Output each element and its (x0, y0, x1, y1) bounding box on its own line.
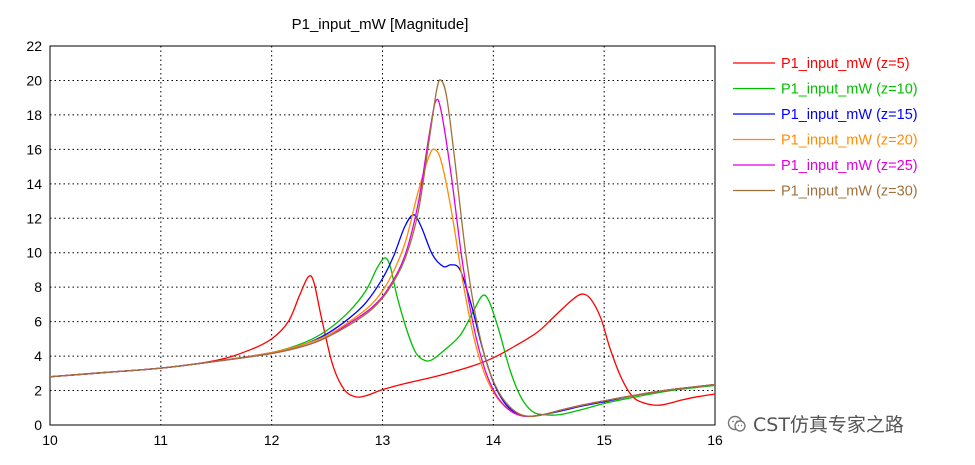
y-tick-label: 8 (34, 279, 42, 295)
legend-label: P1_input_mW (z=10) (781, 82, 918, 98)
x-tick-label: 14 (486, 432, 502, 448)
axis-ticks: 10 11 12 13 14 15 16 0 2 4 6 8 10 12 14 16 18 20 22 (26, 38, 723, 448)
wechat-icon (727, 415, 746, 432)
watermark: CST仿真专家之路 (727, 410, 904, 437)
x-tick-label: 15 (596, 432, 612, 448)
x-tick-label: 10 (42, 432, 58, 448)
legend-entry: P1_input_mW (z=5) (733, 56, 910, 72)
y-tick-label: 18 (26, 107, 42, 123)
y-tick-label: 20 (26, 72, 42, 88)
y-tick-label: 22 (26, 38, 42, 54)
y-tick-label: 4 (34, 348, 42, 364)
plot-area (49, 45, 716, 426)
legend: P1_input_mW (z=5) P1_input_mW (z=10) P1_in… (733, 56, 918, 200)
series-lines (49, 79, 716, 418)
grid (50, 46, 715, 425)
legend-entry: P1_input_mW (z=25) (733, 158, 918, 174)
y-tick-label: 0 (34, 417, 42, 433)
y-tick-label: 6 (34, 314, 42, 330)
legend-label: P1_input_mW (z=30) (781, 184, 918, 200)
x-tick-label: 13 (375, 432, 391, 448)
legend-label: P1_input_mW (z=5) (781, 56, 910, 72)
y-tick-label: 2 (34, 383, 42, 399)
x-tick-label: 16 (707, 432, 723, 448)
y-tick-label: 12 (26, 210, 42, 226)
legend-entry: P1_input_mW (z=10) (733, 82, 918, 98)
series-line-z6 (49, 79, 716, 418)
series-line-z2 (49, 257, 716, 416)
legend-label: P1_input_mW (z=25) (781, 158, 918, 174)
legend-label: P1_input_mW (z=20) (781, 133, 918, 149)
x-tick-label: 12 (264, 432, 280, 448)
chart-title: P1_input_mW [Magnitude] (292, 16, 469, 33)
series-line-z4 (49, 148, 716, 418)
series-line-z1 (49, 275, 716, 406)
y-tick-label: 10 (26, 245, 42, 261)
x-tick-label: 11 (154, 432, 169, 448)
legend-label: P1_input_mW (z=15) (781, 107, 918, 123)
watermark-text: CST仿真专家之路 (753, 414, 904, 436)
y-tick-label: 14 (26, 176, 42, 192)
legend-entry: P1_input_mW (z=15) (733, 107, 918, 123)
y-tick-label: 16 (26, 141, 42, 157)
legend-entry: P1_input_mW (z=20) (733, 133, 918, 149)
legend-entry: P1_input_mW (z=30) (733, 184, 918, 200)
